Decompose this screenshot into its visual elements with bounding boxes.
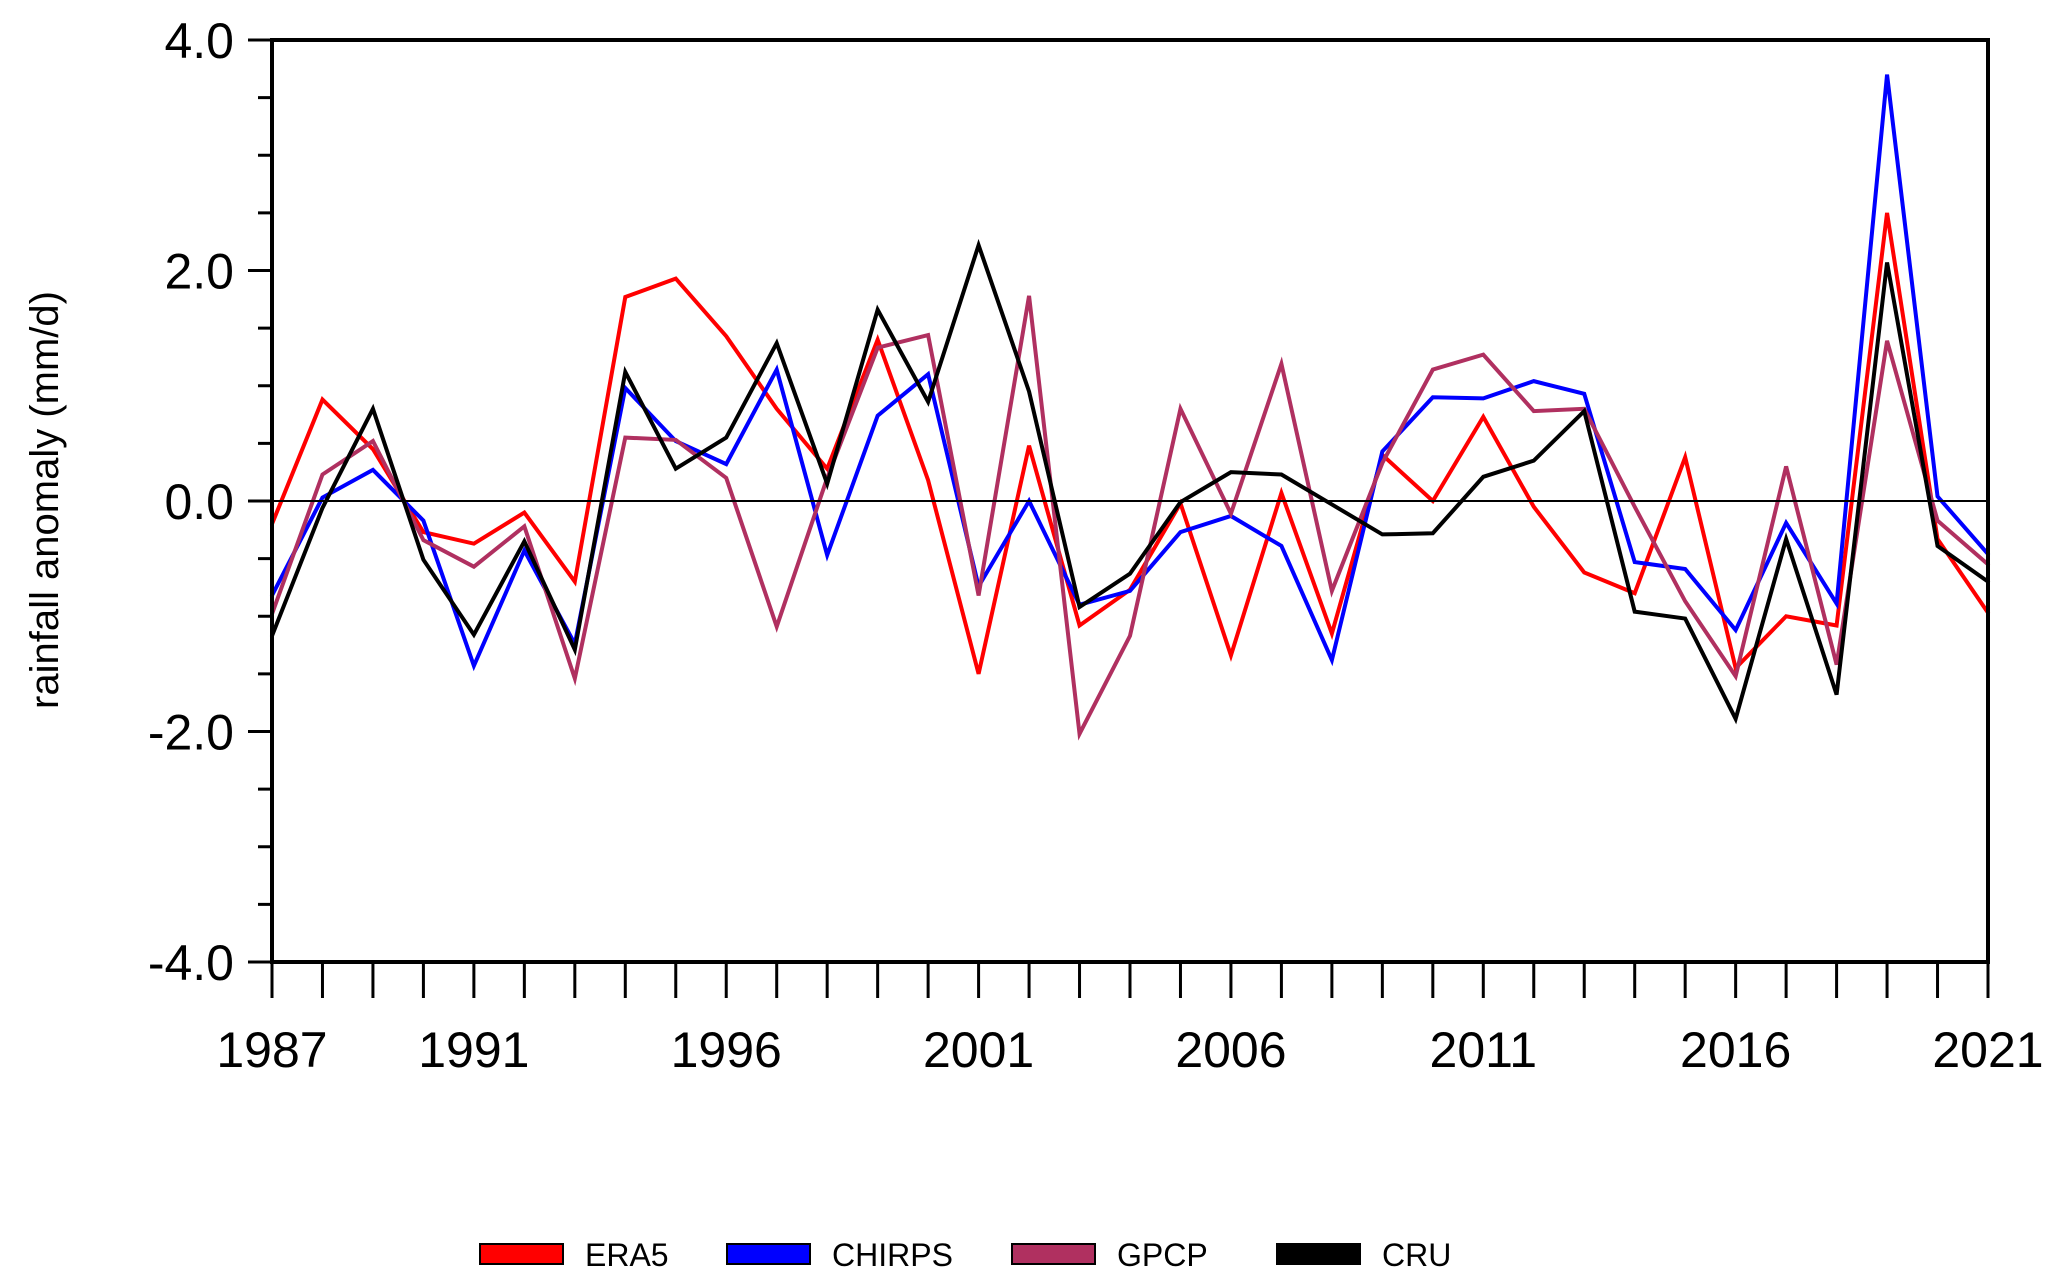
x-tick-label: 1996	[671, 1022, 782, 1078]
x-axis-ticks	[270, 962, 1990, 998]
legend-item-gpcp: GPCP	[1011, 1237, 1208, 1273]
series-line-chirps	[270, 74, 1990, 672]
y-tick-label: -4.0	[148, 935, 234, 991]
x-tick-label: 2001	[923, 1022, 1034, 1078]
legend-item-era5: ERA5	[479, 1237, 669, 1273]
legend-item-chirps: CHIRPS	[726, 1237, 953, 1273]
legend: ERA5 CHIRPS GPCP CRU	[479, 1237, 1451, 1273]
x-tick-label: 2021	[1932, 1022, 2043, 1078]
legend-swatch	[1011, 1243, 1096, 1265]
series-line-era5	[270, 212, 1990, 675]
x-axis-tick-labels: 1987 1991 1996 2001 2006 2011 2016 2021	[216, 1022, 2043, 1078]
legend-label: CRU	[1382, 1237, 1451, 1273]
x-tick-label: 1987	[216, 1022, 327, 1078]
y-tick-label: 2.0	[164, 244, 234, 300]
legend-item-cru: CRU	[1276, 1237, 1451, 1273]
x-tick-label: 2016	[1680, 1022, 1791, 1078]
y-axis-tick-labels: 4.0 2.0 0.0 -2.0 -4.0	[148, 13, 234, 991]
x-tick-label: 2011	[1430, 1022, 1538, 1078]
legend-swatch	[1276, 1243, 1361, 1265]
y-tick-label: 0.0	[164, 474, 234, 530]
legend-label: CHIRPS	[832, 1237, 953, 1273]
series-line-cru	[270, 238, 1990, 725]
legend-label: ERA5	[585, 1237, 669, 1273]
legend-swatch	[479, 1243, 564, 1265]
y-tick-label: -2.0	[148, 705, 234, 761]
x-tick-label: 2006	[1175, 1022, 1286, 1078]
y-tick-label: 4.0	[164, 13, 234, 69]
series-line-gpcp	[270, 295, 1990, 741]
y-axis-title: rainfall anomaly (mm/d)	[23, 291, 67, 709]
series-layer	[270, 74, 1990, 741]
x-tick-label: 1991	[418, 1022, 529, 1078]
legend-swatch	[726, 1243, 811, 1265]
legend-label: GPCP	[1117, 1237, 1208, 1273]
y-axis-ticks	[248, 38, 272, 964]
